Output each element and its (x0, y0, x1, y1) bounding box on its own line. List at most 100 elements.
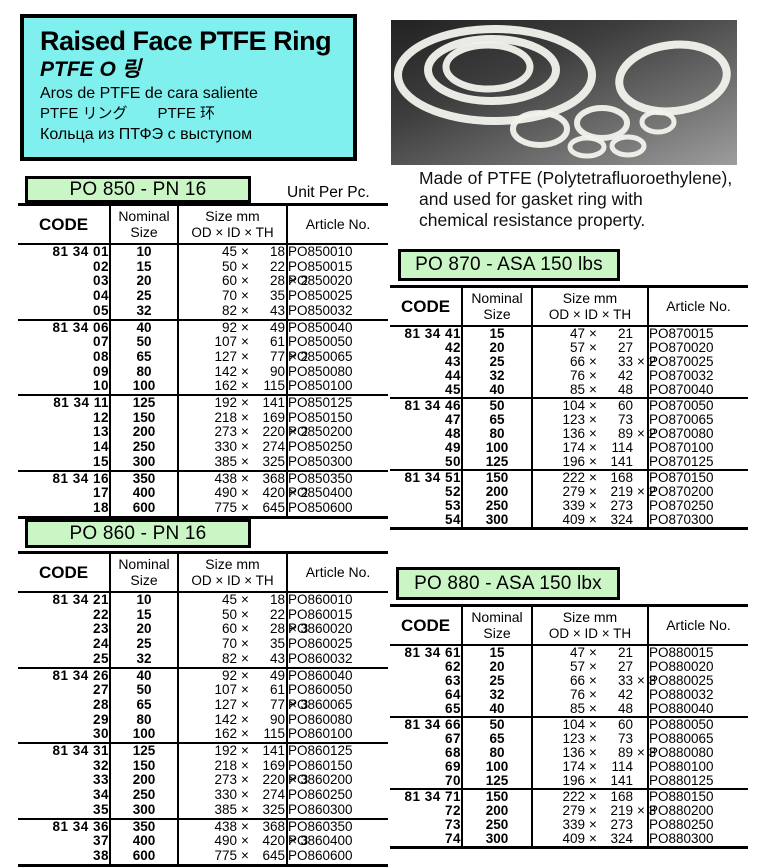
description-line: and used for gasket ring with (419, 189, 643, 209)
size-cell: 330 × 274 (178, 439, 288, 455)
code-column-header: CODE (390, 285, 463, 327)
article-no-cell: PO850065 (288, 348, 353, 364)
nominal-size-cell: 80 (462, 746, 533, 760)
table-row: 32 150 218 × 169 PO860150 (18, 758, 388, 774)
article-no-cell: PO880025 (649, 673, 714, 688)
article-no-cell: PO870100 (649, 440, 714, 455)
table-row: 70 125 196 × 141 PO880125 (390, 774, 748, 789)
code-cell: 81 34 31 (18, 742, 111, 759)
table-row: 81 34 06 40 92 × 49 PO850040 (18, 318, 388, 336)
table-row: 81 34 61 15 47 × 21 PO880015 (390, 644, 748, 660)
table-row: 72 200 279 × 219 × 3 PO880200 (390, 804, 748, 818)
size-cell: 385 × 325 (178, 454, 288, 471)
code-cell: 33 (18, 773, 111, 789)
table-row: 81 34 16 350 438 × 368 PO850350 (18, 469, 388, 487)
size-cell: 162 × 115 (178, 379, 288, 396)
article-no-cell: PO850032 (288, 302, 353, 318)
nominal-size-cell: 20 (110, 622, 179, 638)
table-row: 22 15 50 × 22 PO860015 (18, 606, 388, 623)
article-no-cell: PO850015 (288, 258, 353, 274)
ptfe-rings-photo (391, 20, 737, 165)
table-row: 28 65 127 × 77 × 3 PO860065 (18, 696, 388, 713)
article-no-cell: PO860200 (288, 772, 353, 788)
article-no-cell: PO860032 (288, 650, 353, 666)
code-cell: 42 (390, 341, 463, 355)
nominal-size-cell: 15 (110, 607, 179, 623)
article-no-cell: PO860300 (288, 801, 353, 817)
code-cell: 35 (18, 802, 111, 819)
size-cell: 279 × 219 × 2 (532, 485, 656, 499)
table-row: 10 100 162 × 115 PO850100 (18, 379, 388, 396)
code-cell: 27 (18, 683, 111, 698)
code-column-header: CODE (18, 203, 111, 245)
size-cell: 339 × 273 (532, 499, 649, 513)
nominal-size-cell: 40 (110, 318, 179, 336)
nominal-size-cell: 32 (462, 369, 533, 383)
article-no-cell: PO870015 (648, 325, 748, 341)
table-row: 49 100 174 × 114 PO870100 (390, 441, 748, 455)
size-cell: 104 × 60 (532, 716, 649, 732)
code-cell: 08 (18, 349, 111, 365)
nominal-size-cell: 150 (110, 758, 179, 774)
nominal-size-column-header: Nominal Size (110, 203, 179, 245)
size-cell: 385 × 325 (178, 802, 288, 819)
code-cell: 13 (18, 425, 111, 441)
article-no-cell: PO860065 (288, 696, 353, 712)
size-cell: 409 × 324 (532, 832, 649, 849)
size-cell: 438 × 368 (178, 469, 288, 487)
table-row: 05 32 82 × 43 PO850032 (18, 302, 388, 320)
section-label-po860: PO 860 - PN 16 (25, 519, 251, 548)
unit-per-pc-label: Unit Per Pc. (287, 184, 370, 201)
article-no-cell: PO860015 (288, 606, 353, 622)
size-cell: 60 × 28 × 2 (178, 274, 308, 290)
table-row: 74 300 409 × 324 PO880300 (390, 832, 748, 849)
article-no-cell: PO850300 (288, 453, 353, 469)
code-cell: 81 34 46 (390, 397, 463, 413)
nominal-size-cell: 20 (462, 341, 533, 355)
title-japanese-chinese: PTFE リング PTFE 环 (40, 105, 216, 122)
table-row: 62 20 57 × 27 PO880020 (390, 660, 748, 674)
article-no-cell: PO880300 (648, 832, 748, 849)
table-row: 69 100 174 × 114 PO880100 (390, 760, 748, 774)
size-cell: 50 × 22 (178, 607, 288, 623)
code-cell: 70 (390, 774, 463, 789)
size-mm-column-header: Size mm OD × ID × TH (532, 604, 649, 646)
table-row: 08 65 127 × 77 × 2 PO850065 (18, 348, 388, 365)
code-cell: 45 (390, 383, 463, 398)
article-no-cell: PO880020 (649, 659, 714, 674)
code-cell: 81 34 51 (390, 469, 463, 485)
table-row: 53 250 339 × 273 PO870250 (390, 499, 748, 513)
code-cell: 69 (390, 760, 463, 774)
code-column-header: CODE (390, 604, 463, 646)
article-no-cell: PO870040 (649, 382, 714, 397)
table-row: 68 80 136 × 89 × 3 PO880080 (390, 746, 748, 760)
nominal-size-cell: 250 (110, 439, 179, 455)
table-row: 13 200 273 × 220 × 2 PO850200 (18, 425, 388, 441)
table-row: 81 34 46 50 104 × 60 PO870050 (390, 397, 748, 413)
table-row: 45 40 85 × 48 PO870040 (390, 383, 748, 398)
nominal-size-cell: 300 (110, 454, 179, 471)
nominal-size-cell: 50 (462, 397, 533, 413)
title-russian: Кольца из ПТФЭ с выступом (40, 126, 253, 143)
nominal-size-column-header: Nominal Size (462, 604, 533, 646)
table-row: 81 34 66 50 104 × 60 PO880050 (390, 716, 748, 732)
size-cell: 775 × 645 (178, 500, 288, 519)
page-title: Raised Face PTFE Ring (40, 26, 332, 56)
table-row: 67 65 123 × 73 PO880065 (390, 732, 748, 746)
size-cell: 85 × 48 (532, 383, 649, 398)
code-cell: 64 (390, 688, 463, 702)
table-row: 34 250 330 × 274 PO860250 (18, 787, 388, 803)
table-row: 81 34 41 15 47 × 21 PO870015 (390, 325, 748, 341)
nominal-size-cell: 65 (462, 413, 533, 427)
nominal-size-cell: 25 (462, 355, 533, 369)
size-cell: 142 × 90 (178, 364, 288, 380)
header-row: CODE Nominal Size Size mm OD × ID × TH Articl… (390, 285, 748, 327)
code-cell: 34 (18, 787, 111, 803)
nominal-size-cell: 125 (462, 774, 533, 789)
table-row: 24 25 70 × 35 PO860025 (18, 636, 388, 652)
size-cell: 82 × 43 (178, 651, 288, 668)
article-no-cell: PO850350 (287, 469, 388, 487)
table-row: 48 80 136 × 89 × 2 PO870080 (390, 427, 748, 441)
nominal-size-cell: 350 (110, 817, 179, 835)
nominal-size-cell: 100 (110, 379, 179, 396)
